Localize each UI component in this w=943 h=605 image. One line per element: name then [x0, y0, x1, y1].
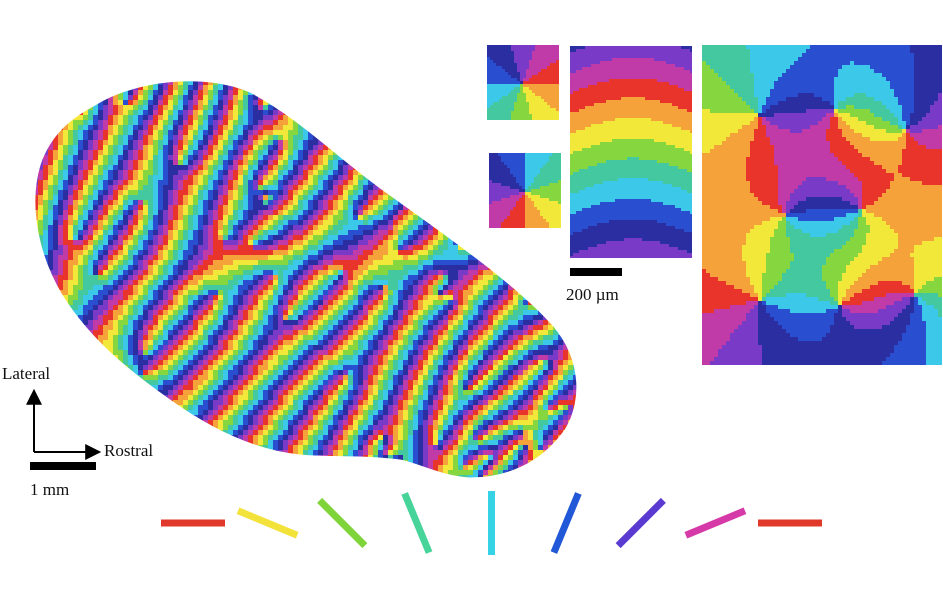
orientation-key-bar	[238, 511, 297, 535]
orientation-key-bar	[405, 493, 429, 552]
orientation-key-bar	[320, 500, 365, 545]
axis-arrows	[34, 392, 98, 452]
linear-zone-inset	[570, 46, 694, 260]
orientation-key-bar	[618, 500, 663, 545]
orientation-map	[28, 70, 594, 486]
pinwheel-inset-bottom	[489, 153, 562, 229]
scale-label-200um: 200 µm	[566, 285, 619, 305]
scale-bar-1mm	[30, 462, 96, 470]
orientation-key-bar	[554, 493, 578, 552]
scale-label-1mm: 1 mm	[30, 480, 69, 500]
axis-label-rostral: Rostral	[104, 441, 153, 461]
orientation-key-bar	[686, 511, 745, 535]
pinwheel-inset-top	[487, 45, 560, 121]
orientation-key	[161, 491, 822, 555]
pinwheel-cluster-inset	[702, 45, 943, 366]
scale-bar-200um	[570, 268, 622, 276]
axis-label-lateral: Lateral	[2, 364, 50, 384]
